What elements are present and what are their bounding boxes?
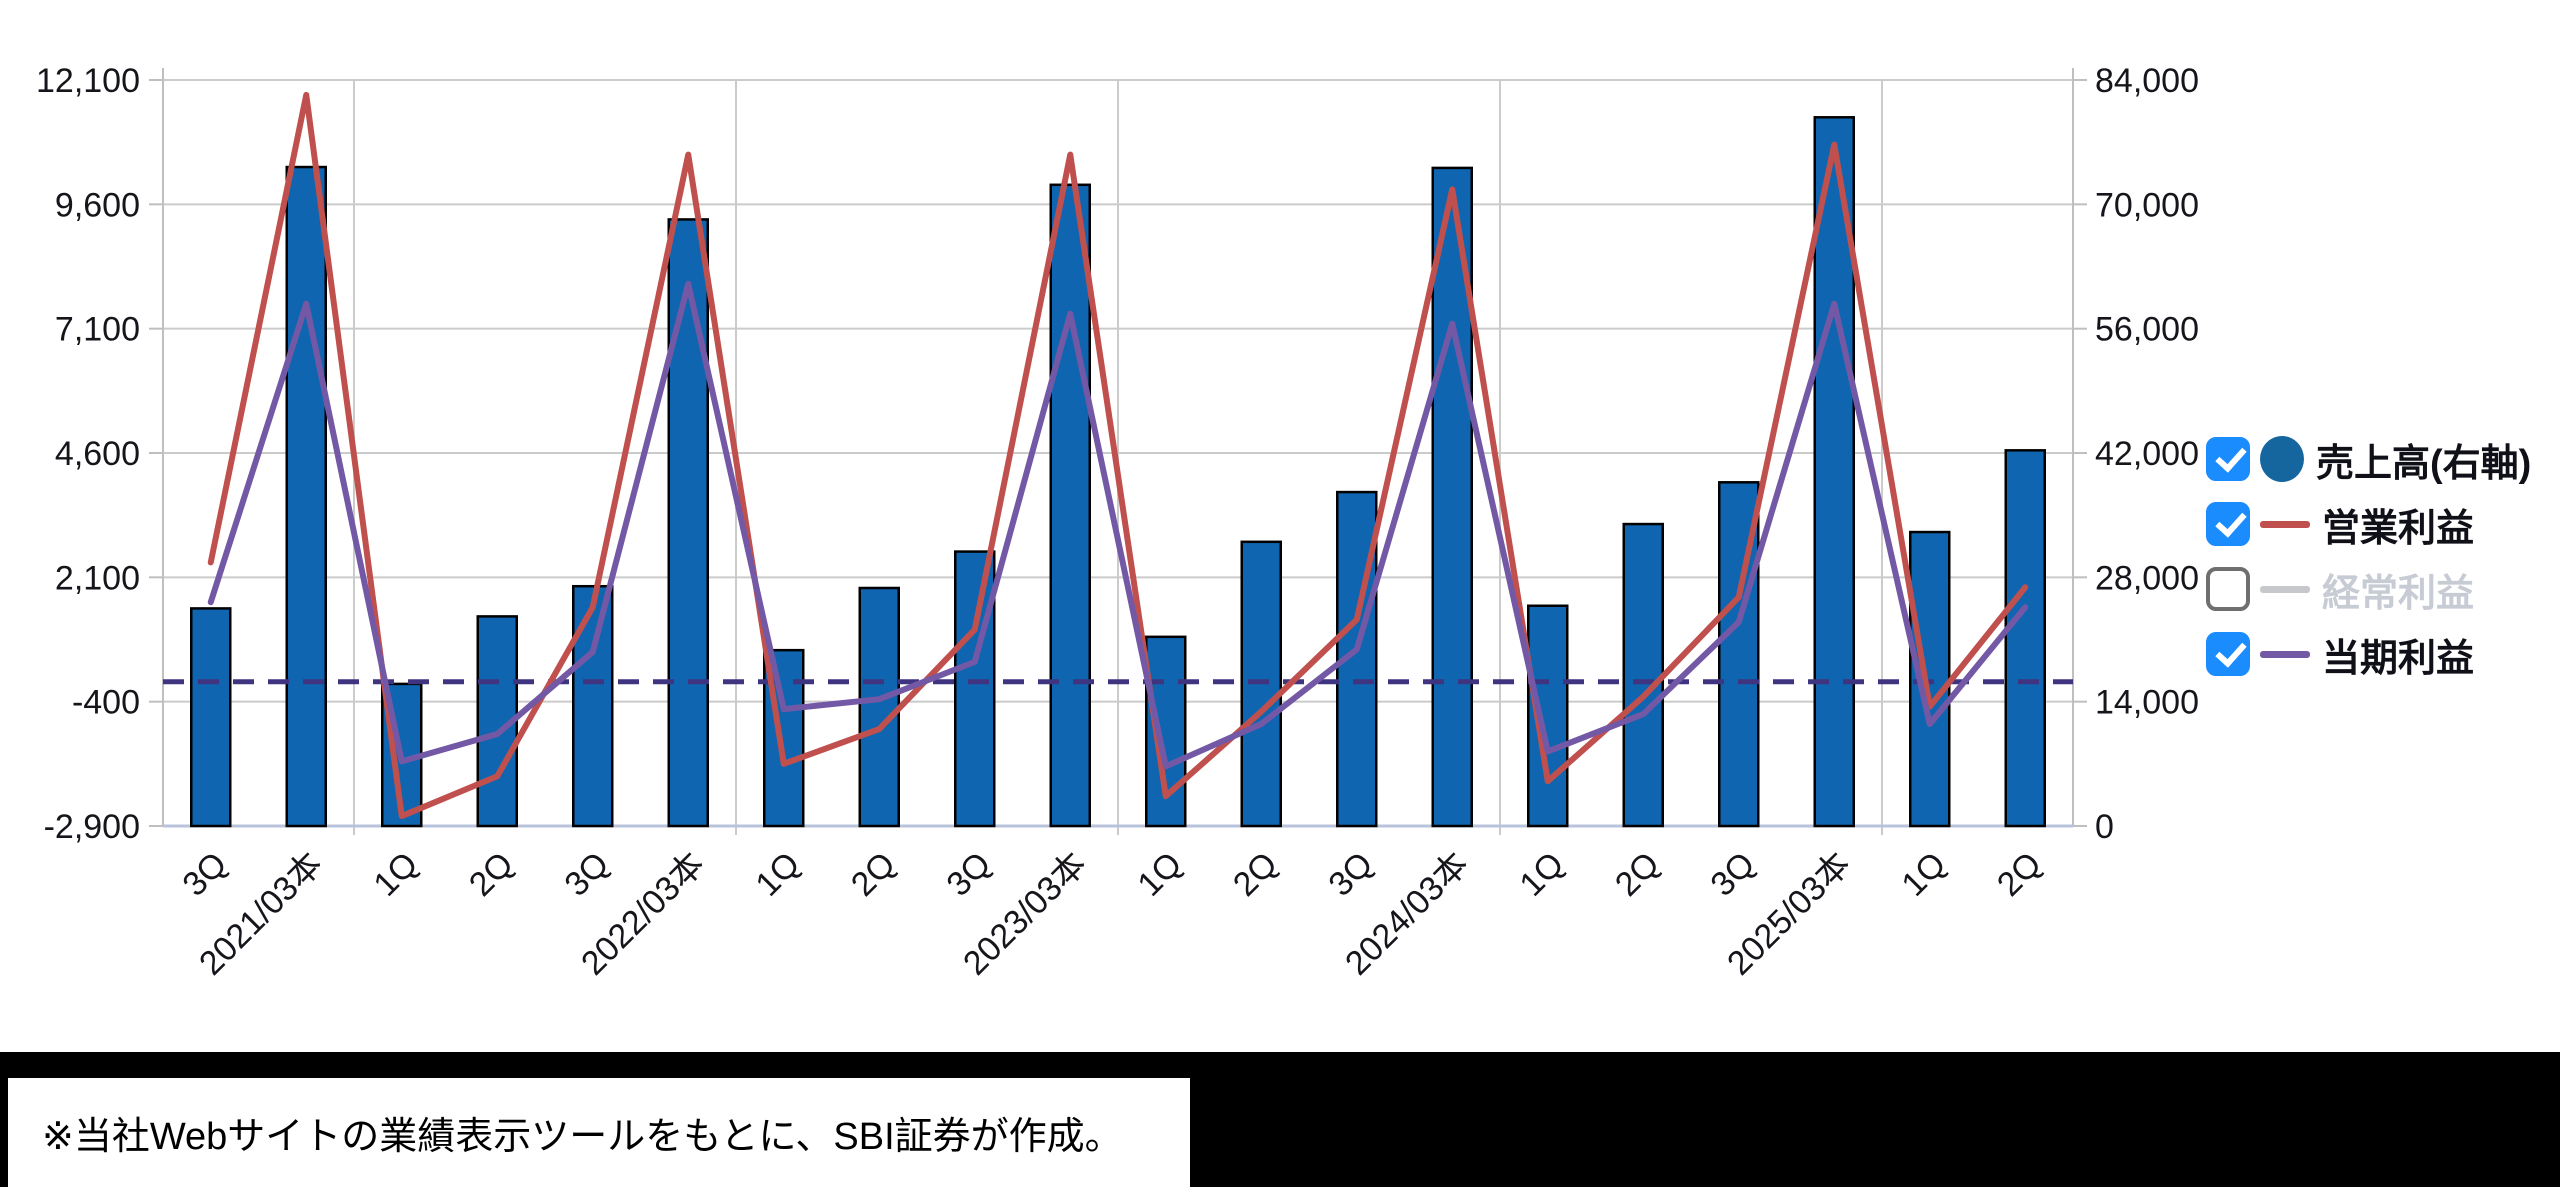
source-note-box: ※当社Webサイトの業績表示ツールをもとに、SBI証券が作成。 (8, 1078, 1190, 1187)
net-profit-checkbox-checked[interactable] (2206, 632, 2250, 676)
right-axis-tick-label: 42,000 (2095, 435, 2199, 473)
revenue-bar (572, 584, 614, 828)
revenue-bar (1622, 522, 1664, 828)
x-axis-label: 2Q (462, 845, 521, 904)
left-axis-tick-label: 4,600 (55, 435, 140, 473)
x-axis-label: 3Q (939, 845, 998, 904)
legend-label-operating-profit: 営業利益 (2322, 507, 2475, 550)
legend-item-revenue[interactable]: 売上高(右軸) (2206, 436, 2531, 485)
right-axis-tick-label: 28,000 (2095, 559, 2199, 597)
left-axis-tick-label: 7,100 (55, 311, 140, 349)
x-axis-label: 3Q (175, 845, 234, 904)
ordinary-profit-checkbox-unchecked[interactable] (2206, 567, 2250, 611)
legend-label-ordinary-profit: 経常利益 (2322, 572, 2475, 615)
right-axis-tick-label: 56,000 (2095, 311, 2199, 349)
ordinary-profit-line-marker (2260, 585, 2310, 593)
left-axis-tick-label: 2,100 (55, 559, 140, 597)
revenue-bar (858, 586, 900, 828)
left-axis-tick-label: -2,900 (44, 808, 140, 846)
legend-label-revenue: 売上高(右軸) (2316, 442, 2532, 485)
right-axis-tick-label: 70,000 (2095, 186, 2199, 224)
legend-item-ordinary-profit[interactable]: 経常利益 (2206, 566, 2531, 615)
chart-legend: 売上高(右軸) 営業利益 経常利益 当期利益 (2206, 436, 2531, 680)
legend-item-operating-profit[interactable]: 営業利益 (2206, 501, 2531, 550)
x-axis-label: 1Q (1130, 845, 1189, 904)
revenue-bar (954, 550, 996, 828)
right-axis-tick-label: 14,000 (2095, 684, 2199, 722)
x-axis-label: 3Q (557, 845, 616, 904)
net-profit-line-marker (2260, 650, 2310, 658)
x-axis-label: 1Q (366, 845, 425, 904)
left-axis-tick-label: 12,100 (36, 62, 140, 100)
chart-canvas: 12,100 9,600 7,100 4,600 2,100 -400 -2,900 84,0… (36, 62, 2199, 983)
legend-label-net-profit: 当期利益 (2322, 637, 2475, 680)
revenue-bar (1527, 604, 1569, 828)
revenue-bar (1909, 530, 1951, 828)
left-axis-tick-label: -400 (72, 684, 140, 722)
legend-item-net-profit[interactable]: 当期利益 (2206, 631, 2531, 680)
operating-profit-checkbox-checked[interactable] (2206, 502, 2250, 546)
x-axis-label: 3Q (1321, 845, 1380, 904)
x-axis-label: 1Q (1512, 845, 1571, 904)
revenue-bar (190, 607, 232, 828)
x-axis-label: 2Q (1990, 845, 2049, 904)
right-axis-tick-label: 0 (2095, 808, 2114, 846)
revenue-bar (2004, 449, 2046, 828)
x-axis-label: 1Q (1894, 845, 1953, 904)
x-axis-label: 2Q (844, 845, 903, 904)
bottom-black-band: ※当社Webサイトの業績表示ツールをもとに、SBI証券が作成。 (0, 1052, 2560, 1187)
x-axis-label: 2Q (1226, 845, 1285, 904)
revenue-bar (285, 165, 327, 828)
revenue-dot-marker (2260, 436, 2304, 482)
revenue-bar (1049, 183, 1091, 828)
x-axis-label: 2Q (1608, 845, 1667, 904)
quarterly-results-chart: 12,100 9,600 7,100 4,600 2,100 -400 -2,900 84,0… (36, 62, 2199, 983)
revenue-bar (667, 218, 709, 828)
operating-profit-line-marker (2260, 520, 2310, 528)
right-axis-tick-label: 84,000 (2095, 62, 2199, 100)
x-axis-label: 1Q (748, 845, 807, 904)
operating-profit-line (207, 91, 2029, 820)
net-profit-line (207, 280, 2029, 770)
source-note-text: ※当社Webサイトの業績表示ツールをもとに、SBI証券が作成。 (42, 1116, 1123, 1158)
x-axis-label: 3Q (1703, 845, 1762, 904)
revenue-checkbox-checked[interactable] (2206, 437, 2250, 481)
left-axis-tick-label: 9,600 (55, 186, 140, 224)
